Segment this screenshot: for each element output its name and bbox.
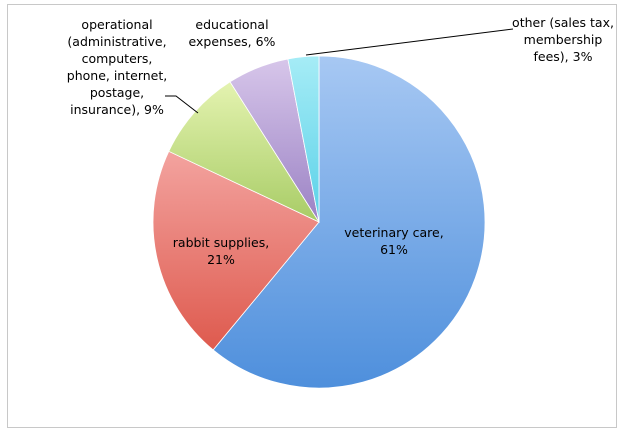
slice-rabbit-supplies xyxy=(152,150,320,351)
label-rabbit-supplies-line: 21% xyxy=(207,252,235,267)
label-other-line: fees), 3% xyxy=(534,49,593,64)
leader-line-operational xyxy=(165,95,199,114)
slice-veterinary-care xyxy=(212,55,486,389)
label-operational-line: (administrative, xyxy=(67,34,166,49)
label-veterinary-care: veterinary care, 61% xyxy=(344,225,443,257)
label-operational: operational (administrative, computers, pho… xyxy=(67,17,167,117)
label-educational-expenses-line: expenses, 6% xyxy=(189,34,276,49)
label-educational-expenses: educational expenses, 6% xyxy=(189,17,276,49)
label-other-line: membership xyxy=(524,32,603,47)
label-operational-line: postage, xyxy=(90,85,144,100)
leader-line-other xyxy=(305,28,514,56)
slice-operational xyxy=(168,81,321,223)
label-educational-expenses-line: educational xyxy=(195,17,268,32)
pie-chart: veterinary care, 61% rabbit supplies, 21% op… xyxy=(67,15,614,389)
label-operational-line: computers, xyxy=(82,51,153,66)
label-veterinary-care-line: 61% xyxy=(380,242,408,257)
label-operational-line: insurance), 9% xyxy=(70,102,164,117)
label-veterinary-care-line: veterinary care, xyxy=(344,225,443,240)
label-operational-line: operational xyxy=(81,17,152,32)
label-operational-line: phone, internet, xyxy=(67,68,167,83)
label-rabbit-supplies-line: rabbit supplies, xyxy=(173,235,269,250)
label-rabbit-supplies: rabbit supplies, 21% xyxy=(173,235,269,267)
label-other: other (sales tax, membership fees), 3% xyxy=(512,15,614,64)
slice-other xyxy=(287,55,320,223)
label-other-line: other (sales tax, xyxy=(512,15,614,30)
chart-area: veterinary care, 61% rabbit supplies, 21% op… xyxy=(7,4,617,428)
